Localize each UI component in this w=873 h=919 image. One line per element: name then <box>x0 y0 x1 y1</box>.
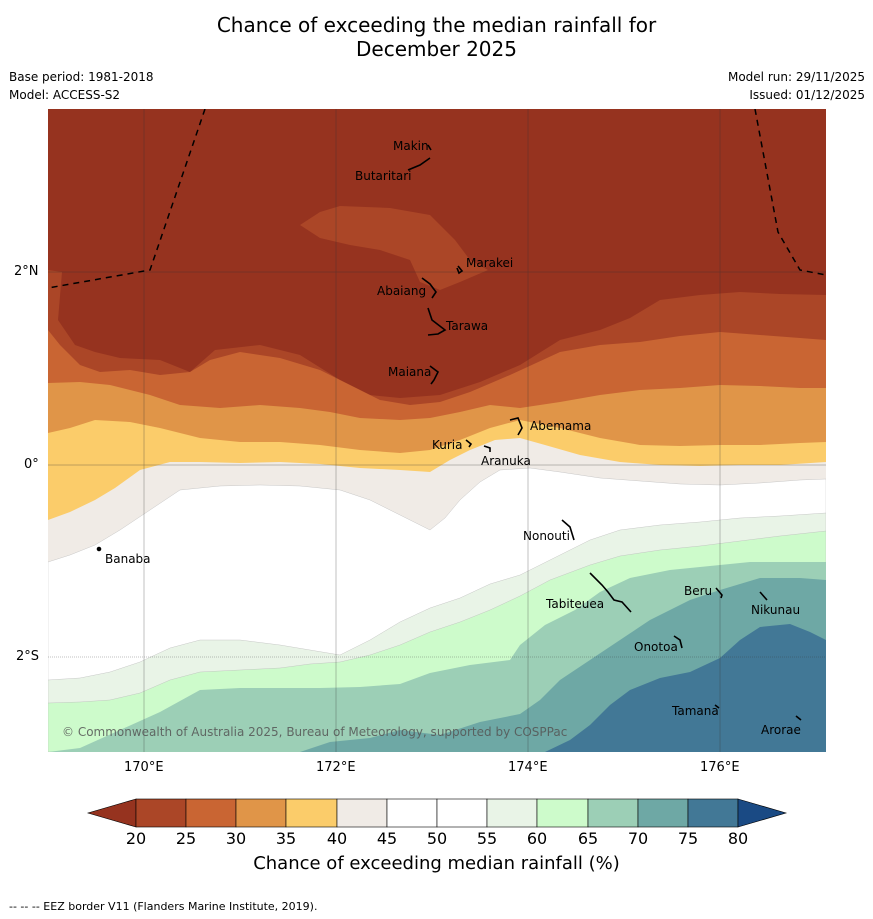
colorbar-segment <box>687 798 739 828</box>
colorbar-tick: 80 <box>727 829 749 848</box>
place-label: Aranuka <box>481 454 531 468</box>
colorbar-tick: 55 <box>476 829 498 848</box>
place-label: Tabiteuea <box>545 597 604 611</box>
colorbar-segment <box>135 798 187 828</box>
colorbar-tick: 25 <box>175 829 197 848</box>
eez-footnote: -- -- -- EEZ border V11 (Flanders Marine… <box>9 900 318 913</box>
place-label: Abaiang <box>377 284 426 298</box>
place-label: Butaritari <box>355 169 412 183</box>
colorbar-tick: 65 <box>577 829 599 848</box>
place-label: Tamana <box>671 704 719 718</box>
place-label: Abemama <box>530 419 591 433</box>
colorbar-segment <box>436 798 488 828</box>
graticule <box>48 109 826 752</box>
colorbar-tick: 20 <box>125 829 147 848</box>
colorbar-title: Chance of exceeding median rainfall (%) <box>253 853 620 874</box>
colorbar-tick: 50 <box>426 829 448 848</box>
colorbar-segment <box>587 798 639 828</box>
colorbar-tick: 35 <box>275 829 297 848</box>
colorbar-tick: 70 <box>627 829 649 848</box>
colorbar-tick: 75 <box>677 829 699 848</box>
lat-label-0: 0° <box>24 457 39 472</box>
colorbar-segment <box>185 798 237 828</box>
lon-label-176e: 176°E <box>700 760 740 775</box>
issued-date: Issued: 01/12/2025 <box>749 88 865 102</box>
colorbar <box>86 798 788 828</box>
lon-label-172e: 172°E <box>316 760 356 775</box>
lat-label-2s: 2°S <box>16 649 40 664</box>
place-label: Marakei <box>466 256 513 270</box>
place-label: Nikunau <box>751 603 800 617</box>
model-name: Model: ACCESS-S2 <box>9 88 121 102</box>
place-label: Banaba <box>105 552 151 566</box>
place-label: Onotoa <box>634 640 678 654</box>
band-75-80 <box>545 624 826 752</box>
copyright-notice: © Commonwealth of Australia 2025, Bureau… <box>62 725 567 739</box>
colorbar-tick: 60 <box>526 829 548 848</box>
colorbar-segment <box>637 798 689 828</box>
place-label: Tarawa <box>445 319 488 333</box>
probability-contours: Makin Butaritari Marakei Abaiang Tarawa … <box>48 109 826 752</box>
island-outlines <box>96 144 802 721</box>
map-title-line1: Chance of exceeding the median rainfall … <box>216 13 657 37</box>
colorbar-segment <box>486 798 538 828</box>
colorbar-tick: 45 <box>376 829 398 848</box>
colorbar-arrow-low <box>86 798 137 828</box>
band-20-25-tongue <box>300 206 488 290</box>
colorbar-arrow-high <box>737 798 788 828</box>
model-run-date: Model run: 29/11/2025 <box>727 70 865 84</box>
place-label: Arorae <box>761 723 801 737</box>
place-label: Makin <box>393 139 429 153</box>
colorbar-segment <box>285 798 338 828</box>
colorbar-tick: 40 <box>326 829 348 848</box>
place-label: Kuria <box>432 438 463 452</box>
colorbar-segment <box>336 798 388 828</box>
map-title-line2: December 2025 <box>356 37 517 61</box>
colorbar-segment <box>536 798 589 828</box>
colorbar-tick: 30 <box>225 829 247 848</box>
place-labels: Makin Butaritari Marakei Abaiang Tarawa … <box>105 139 801 737</box>
lat-label-2n: 2°N <box>14 264 39 279</box>
eez-border <box>48 109 826 289</box>
place-label: Nonouti <box>523 529 570 543</box>
base-period: Base period: 1981-2018 <box>9 70 154 84</box>
colorbar-segment <box>386 798 438 828</box>
lon-label-174e: 174°E <box>508 760 548 775</box>
place-label: Maiana <box>388 365 431 379</box>
lon-label-170e: 170°E <box>124 760 164 775</box>
colorbar-segment <box>235 798 287 828</box>
place-label: Beru <box>684 584 712 598</box>
